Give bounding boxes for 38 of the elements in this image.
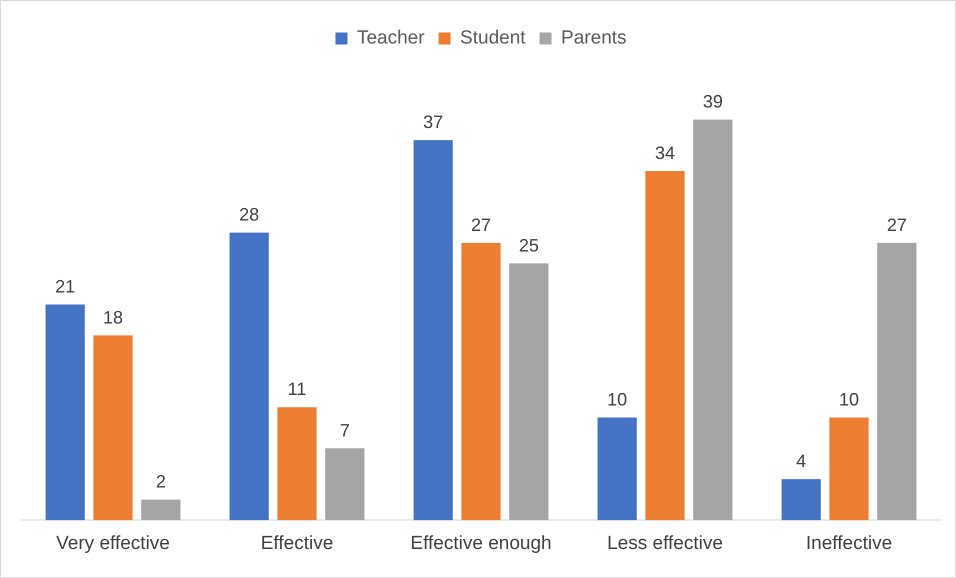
bar (277, 407, 317, 520)
data-label: 34 (654, 142, 676, 163)
data-label: 28 (239, 204, 260, 225)
data-label: 27 (470, 214, 492, 235)
data-label: 27 (886, 214, 907, 235)
bar (141, 500, 180, 520)
x-tick-label: Very effective (56, 532, 170, 554)
data-label: 25 (518, 235, 539, 256)
data-label: 10 (607, 389, 628, 410)
bar (509, 263, 548, 520)
data-label: 37 (423, 112, 444, 132)
bar (46, 304, 85, 520)
bar (645, 170, 685, 520)
data-label: 11 (288, 379, 306, 400)
bar (829, 417, 869, 520)
bar (325, 448, 364, 520)
legend-label: Student (460, 28, 526, 49)
legend-label: Teacher (356, 28, 426, 49)
bar (877, 242, 916, 520)
data-label: 39 (702, 92, 723, 112)
x-tick-label: Less effective (607, 532, 723, 554)
bar (414, 140, 453, 520)
x-tick-label: Effective enough (410, 532, 552, 554)
x-tick-label: Effective (260, 532, 334, 554)
bar (461, 242, 501, 520)
data-label: 21 (55, 276, 76, 296)
bar (693, 120, 732, 520)
data-label: 7 (340, 420, 350, 440)
bar (782, 479, 821, 520)
bar (93, 335, 133, 520)
data-label: 10 (838, 389, 860, 410)
bar (598, 417, 637, 520)
data-label: 4 (796, 451, 806, 472)
data-label: 18 (102, 307, 124, 328)
data-label: 2 (156, 472, 166, 492)
x-tick-label: Ineffective (806, 532, 892, 554)
legend-label: Parents (561, 28, 627, 49)
bar (230, 232, 269, 520)
